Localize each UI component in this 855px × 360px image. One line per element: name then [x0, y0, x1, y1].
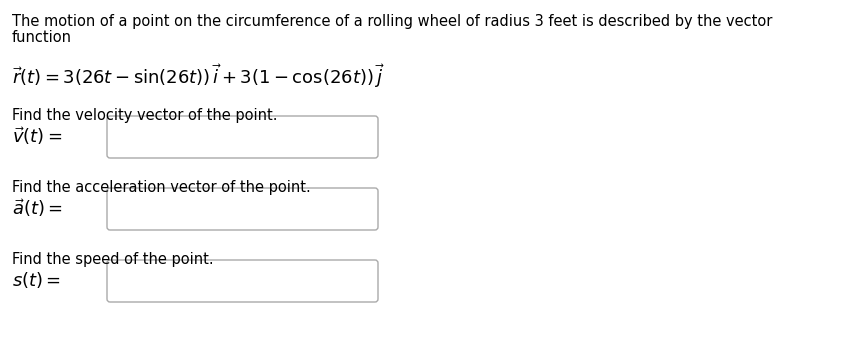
Text: The motion of a point on the circumference of a rolling wheel of radius 3 feet i: The motion of a point on the circumferen… — [12, 14, 772, 29]
FancyBboxPatch shape — [107, 260, 378, 302]
FancyBboxPatch shape — [107, 188, 378, 230]
Text: $s(t) =$: $s(t) =$ — [12, 270, 61, 290]
Text: $\vec{v}(t) =$: $\vec{v}(t) =$ — [12, 125, 62, 147]
Text: $\vec{a}(t) =$: $\vec{a}(t) =$ — [12, 197, 62, 219]
Text: function: function — [12, 30, 72, 45]
FancyBboxPatch shape — [107, 116, 378, 158]
Text: Find the velocity vector of the point.: Find the velocity vector of the point. — [12, 108, 278, 123]
Text: Find the speed of the point.: Find the speed of the point. — [12, 252, 214, 267]
Text: Find the acceleration vector of the point.: Find the acceleration vector of the poin… — [12, 180, 310, 195]
Text: $\vec{r}(t) = 3(26t - \sin(26t))\,\vec{i} + 3(1 - \cos(26t))\,\vec{j}$: $\vec{r}(t) = 3(26t - \sin(26t))\,\vec{i… — [12, 62, 386, 90]
